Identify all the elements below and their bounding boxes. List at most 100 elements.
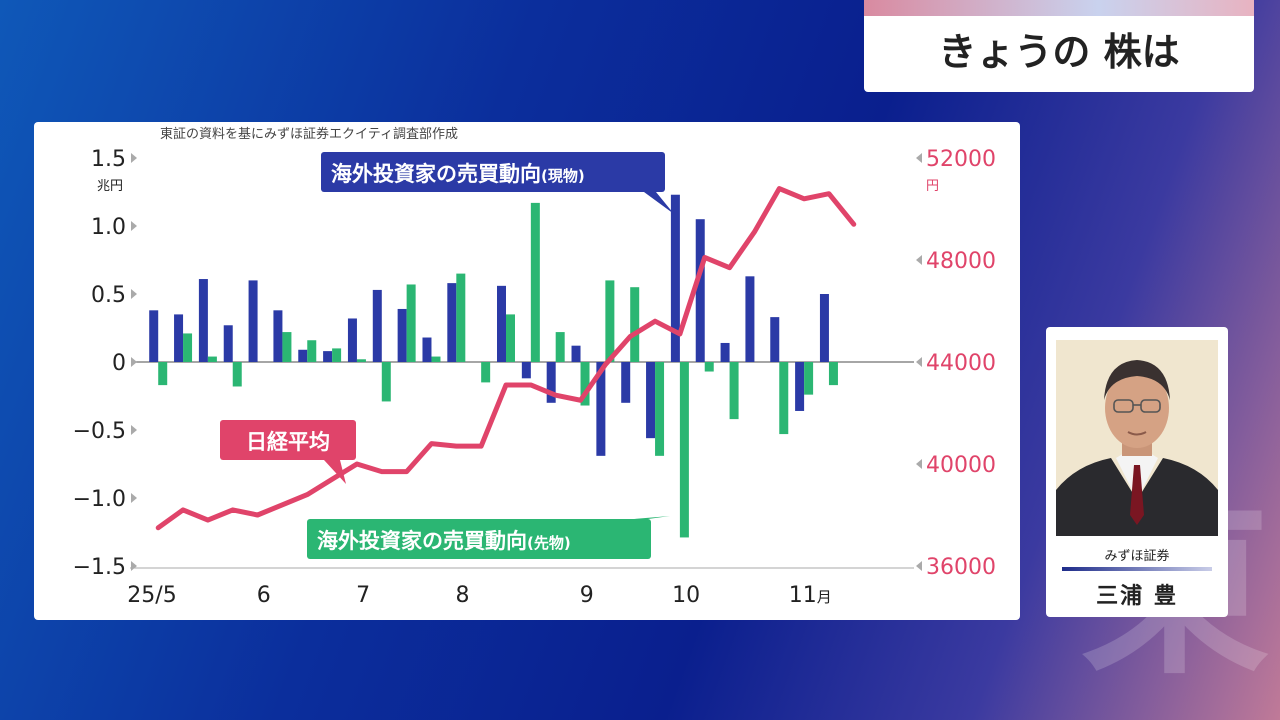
left-tick-label: −1.0 — [73, 487, 126, 512]
left-axis-unit: 兆円 — [97, 179, 123, 194]
bar-futures — [605, 280, 615, 362]
x-tick-suffix: 月 — [817, 588, 832, 606]
right-tick-marker — [916, 459, 922, 469]
callout-futures-label: 海外投資家の売買動向(先物) — [317, 529, 571, 553]
bar-futures — [828, 362, 838, 386]
bar-futures — [381, 362, 391, 402]
bar-futures — [158, 362, 168, 386]
bar-spot — [298, 349, 308, 362]
bar-futures — [580, 362, 590, 406]
bar-spot — [248, 280, 258, 362]
bar-futures — [183, 333, 193, 362]
left-tick-marker — [131, 561, 137, 571]
bar-futures — [207, 356, 217, 362]
bar-spot — [397, 308, 407, 362]
right-tick-marker — [916, 357, 922, 367]
x-tick-label: 6 — [257, 583, 271, 608]
right-tick-marker — [916, 153, 922, 163]
callout-nikkei-box — [220, 420, 356, 460]
callout-spot-pointer — [644, 192, 674, 214]
bar-spot — [720, 342, 730, 362]
bar-futures — [481, 362, 491, 383]
bar-futures — [679, 362, 689, 538]
bar-futures — [704, 362, 714, 372]
right-tick-label: 40000 — [926, 453, 996, 478]
bar-spot — [497, 285, 506, 362]
bar-futures — [406, 284, 416, 362]
left-tick-marker — [131, 493, 137, 503]
left-tick-label: 1.5 — [91, 147, 126, 172]
bar-futures — [282, 332, 292, 362]
left-tick-label: 1.0 — [91, 215, 126, 240]
right-tick-label: 36000 — [926, 555, 996, 580]
callout-nikkei-label: 日経平均 — [246, 430, 330, 454]
left-tick-marker — [131, 221, 137, 231]
bar-spot — [695, 219, 705, 362]
bar-futures — [506, 314, 515, 362]
right-tick-label: 44000 — [926, 351, 996, 376]
bar-spot — [770, 317, 780, 362]
bar-spot — [571, 345, 581, 362]
nikkei-line — [155, 186, 857, 531]
bar-spot — [372, 289, 382, 362]
bar-spot — [273, 310, 283, 362]
headline-panel: きょうの 株は — [864, 0, 1254, 92]
headline-accent-bar — [864, 0, 1254, 16]
commentator-company: みずほ証券 — [1104, 549, 1170, 564]
bar-futures — [232, 362, 242, 387]
bar-spot — [198, 279, 208, 362]
left-tick-marker — [131, 289, 137, 299]
callout-futures-suffix: (先物) — [527, 534, 571, 552]
bar-spot — [323, 351, 333, 362]
bar-spot — [174, 314, 184, 362]
bar-spot — [546, 362, 556, 403]
callout-futures-box — [307, 519, 651, 559]
commentator-photo — [1056, 340, 1218, 536]
x-tick-label: 25/5 — [127, 583, 176, 608]
x-tick-label: 9 — [580, 583, 594, 608]
callout-nikkei-pointer — [324, 460, 346, 484]
left-tick-marker — [131, 425, 137, 435]
bar-futures — [332, 348, 342, 362]
bar-spot — [223, 325, 233, 362]
bar-futures — [431, 356, 441, 362]
left-tick-label: −1.5 — [73, 555, 126, 580]
bar-spot — [521, 362, 531, 379]
right-tick-marker — [916, 561, 922, 571]
bar-futures — [729, 362, 739, 420]
bar-futures — [630, 287, 640, 362]
chart-svg: 東証の資料を基にみずほ証券エクイティ調査部作成 1.5 1.0 0.5 0 −0.5 −1.… — [73, 126, 996, 608]
x-tick-label: 7 — [356, 583, 370, 608]
commentator-name: 三浦 豊 — [1096, 584, 1178, 609]
bar-futures — [356, 359, 366, 362]
bar-spot — [819, 294, 829, 362]
x-tick-label: 8 — [456, 583, 470, 608]
bar-spot — [670, 194, 680, 362]
bar-futures — [779, 362, 789, 435]
bar-spot — [795, 362, 805, 411]
headline-title: きょうの 株は — [938, 30, 1180, 74]
bar-futures — [655, 362, 665, 456]
commentator-card: みずほ証券 三浦 豊 — [1046, 327, 1228, 617]
left-tick-label: 0 — [112, 351, 126, 376]
bar-spot — [149, 310, 159, 362]
bar-spot — [745, 276, 755, 362]
left-tick-label: 0.5 — [91, 283, 126, 308]
bar-spot — [447, 283, 457, 362]
bar-spot — [646, 362, 656, 439]
right-axis-unit: 円 — [926, 179, 939, 194]
bar-futures — [804, 362, 814, 395]
x-tick-label: 10 — [672, 583, 700, 608]
right-tick-label: 48000 — [926, 249, 996, 274]
bar-spot — [596, 362, 606, 456]
left-tick-label: −0.5 — [73, 419, 126, 444]
left-tick-marker — [131, 153, 137, 163]
bar-futures — [307, 340, 317, 362]
left-tick-marker — [131, 357, 137, 367]
bar-futures — [530, 202, 540, 362]
chart-panel: 東証の資料を基にみずほ証券エクイティ調査部作成 1.5 1.0 0.5 0 −0.5 −1.… — [34, 122, 1020, 620]
bar-spot — [422, 337, 432, 362]
right-tick-label: 52000 — [926, 147, 996, 172]
source-note: 東証の資料を基にみずほ証券エクイティ調査部作成 — [160, 126, 458, 142]
callout-spot-suffix: (現物) — [541, 167, 585, 185]
